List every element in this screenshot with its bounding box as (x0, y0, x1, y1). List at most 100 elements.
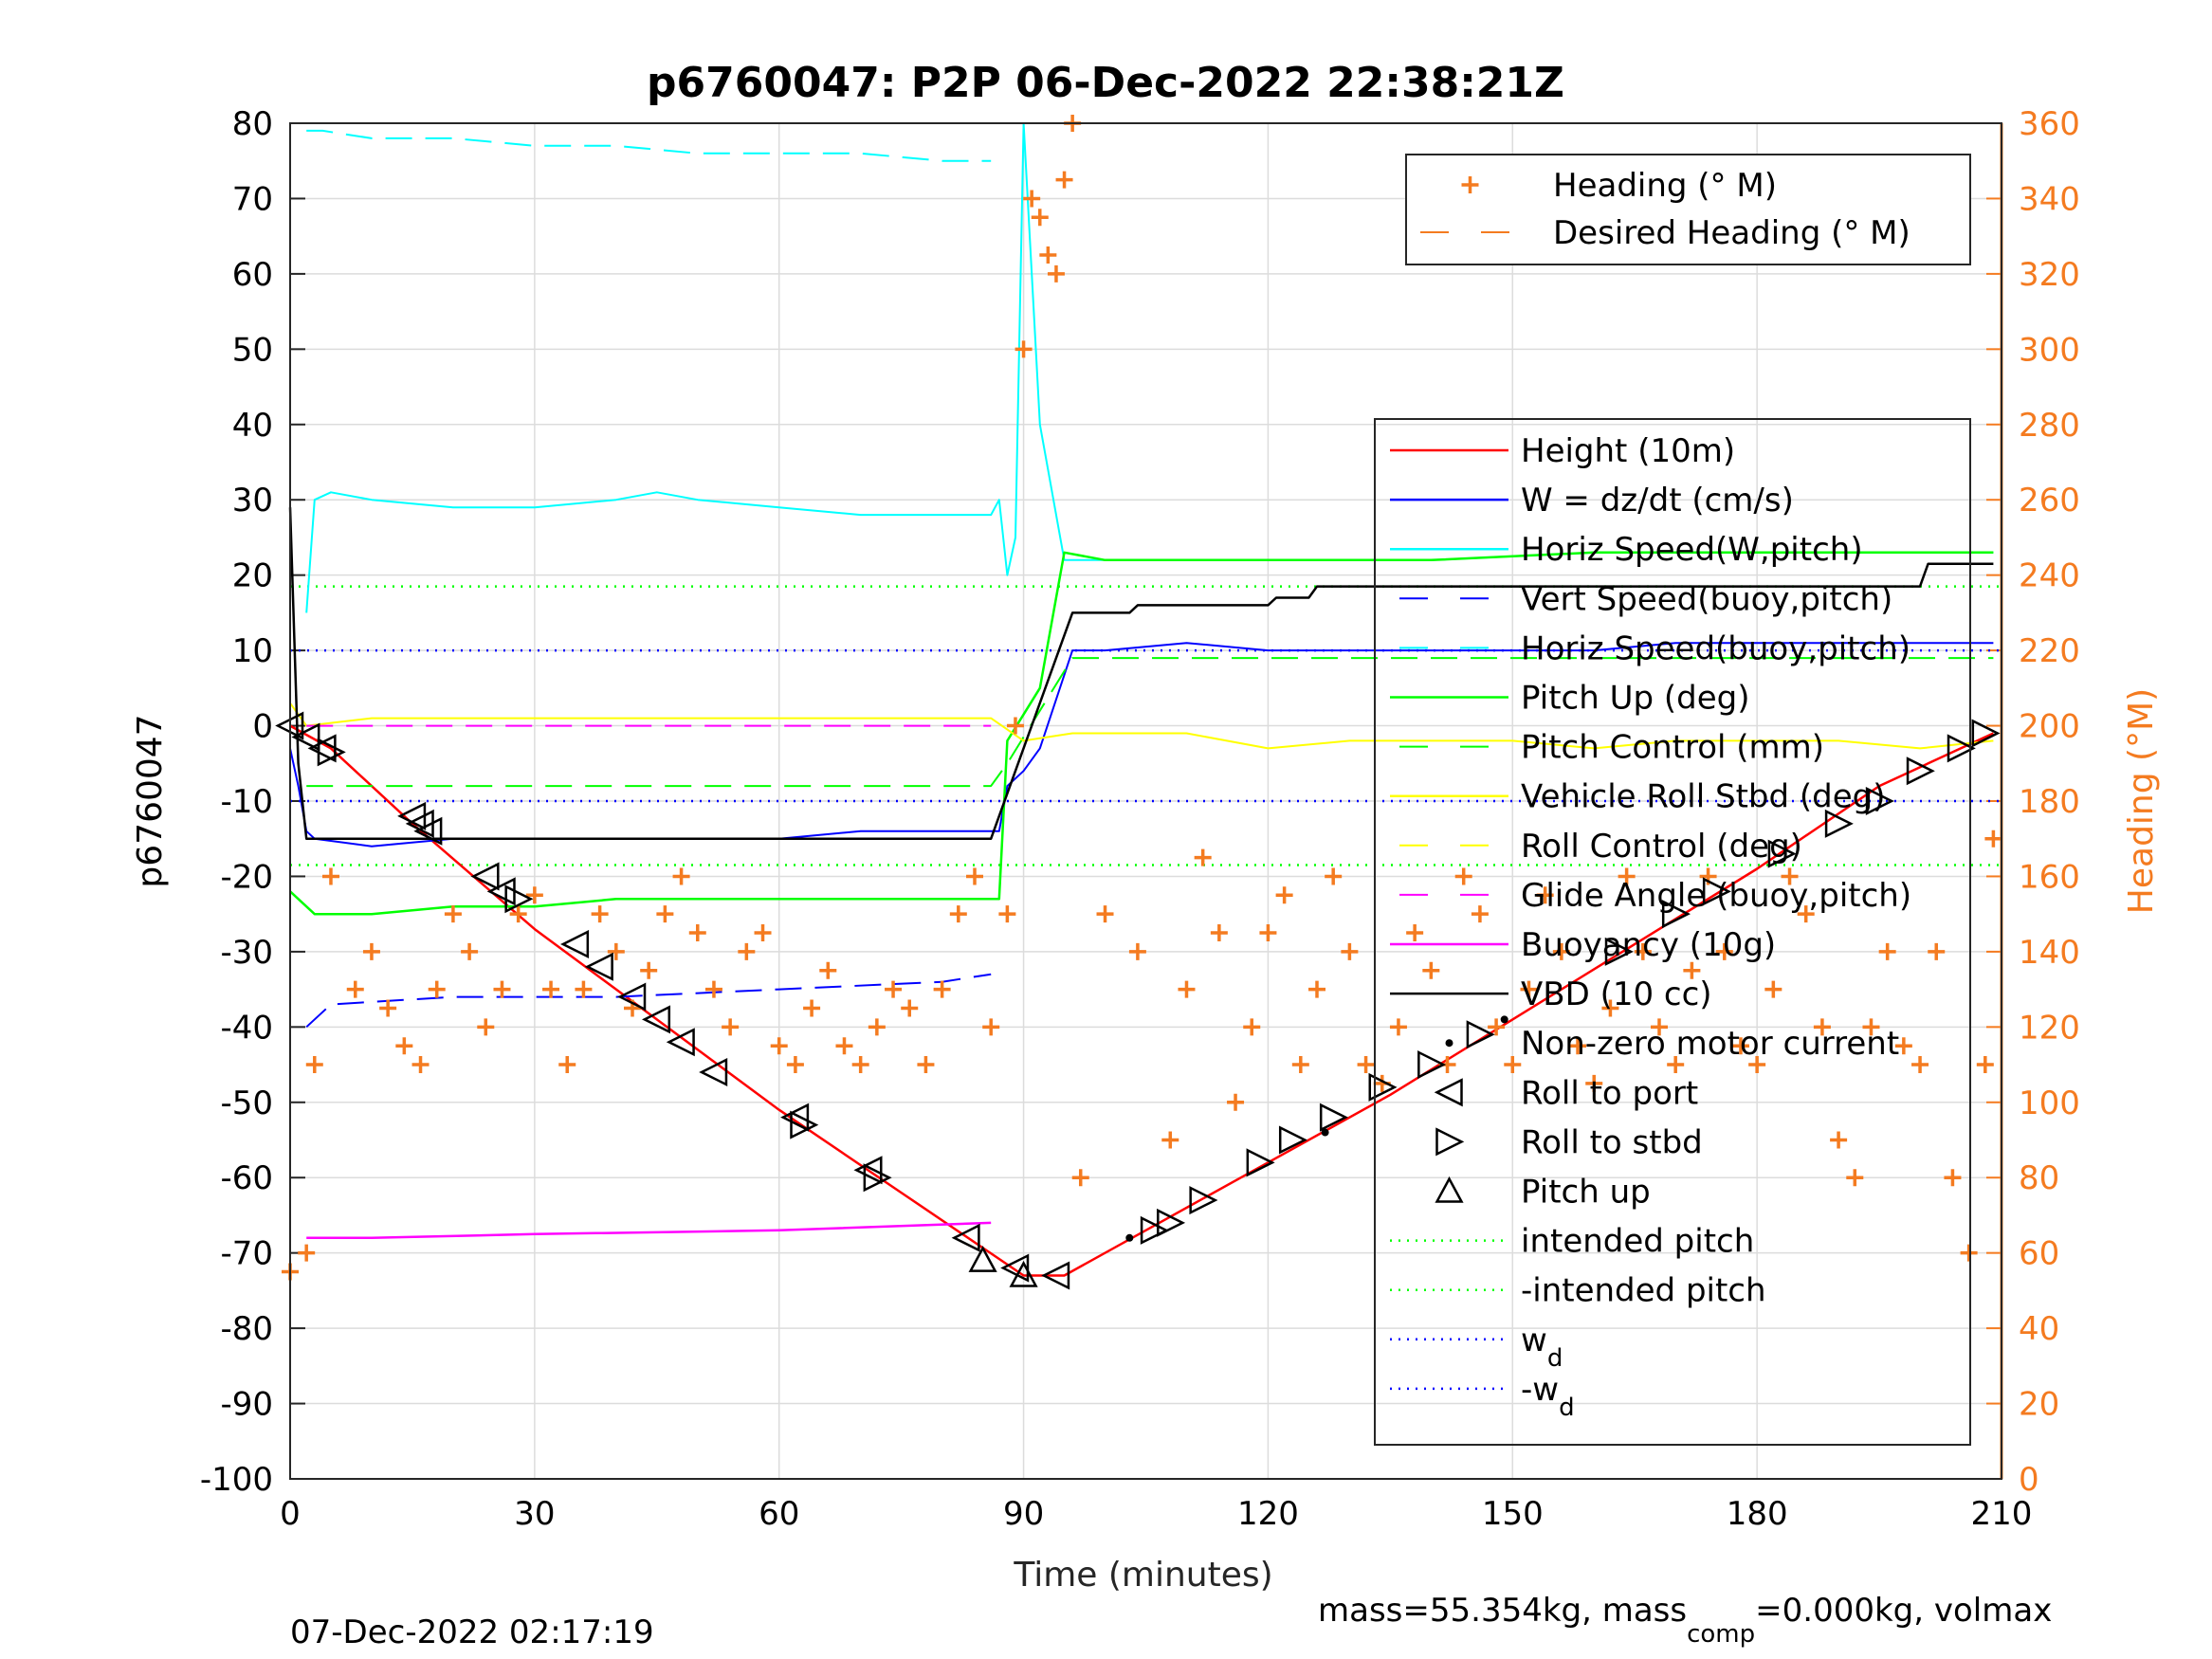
heading-point (786, 1056, 804, 1074)
right-tick-label: 160 (2019, 858, 2080, 896)
right-tick-label: 220 (2019, 632, 2080, 670)
right-tick-label: 0 (2019, 1461, 2039, 1499)
heading-point (321, 867, 339, 885)
heading-point (1731, 1037, 1749, 1055)
legend-label-text: Glide Angle (buoy,pitch) (1521, 877, 1911, 915)
x-tick-label: 90 (1003, 1495, 1044, 1533)
legend-label-text: Pitch Control (mm) (1521, 729, 1824, 767)
series-vbd-10-cc (288, 507, 1994, 840)
y-tick-label: -40 (220, 1009, 273, 1047)
roll-to-stbd-marker (1824, 809, 1854, 838)
y-tick-label: 50 (232, 331, 273, 369)
heading-point (1259, 924, 1277, 942)
roll-to-port-marker (1000, 1253, 1030, 1283)
x-axis-label: Time (minutes) (1013, 1556, 1272, 1595)
heading-point (1389, 1018, 1407, 1036)
right-tick-label: 80 (2019, 1159, 2059, 1197)
footer-mass-sub: comp (1687, 1620, 1755, 1649)
footer-timestamp: 07-Dec-2022 02:17:19 (290, 1613, 654, 1651)
legend-label: W = dz/dt (cm/s) (1521, 482, 1794, 520)
legend-entry-vbd-10-cc: VBD (10 cc) (1390, 975, 1712, 1013)
heading-point (1194, 848, 1212, 866)
legend-heading-box (1405, 154, 1971, 265)
legend-swatch (1435, 1127, 1465, 1157)
legend-label: Roll Control (deg) (1521, 828, 1802, 866)
heading-point (411, 1056, 430, 1074)
roll-to-stbd-marker (1466, 1020, 1495, 1049)
heading-point (1911, 1056, 1929, 1074)
heading-point (722, 1018, 740, 1036)
legend-label-text: VBD (10 cc) (1521, 975, 1712, 1013)
heading-point (477, 1018, 495, 1036)
y-tick-label: -60 (220, 1159, 273, 1197)
heading-point (542, 980, 560, 998)
y-tick-label: -20 (220, 858, 273, 896)
legend-entry-non-zero-motor-current: Non-zero motor current (1445, 1025, 1899, 1063)
legend-main: Height (10m) W = dz/dt (cm/s) Horiz Speed(… (1374, 418, 1971, 1446)
roll-to-port-marker (291, 722, 320, 752)
heading-point (949, 905, 967, 923)
heading-point (998, 905, 1016, 923)
legend-entry-vert-speed-buoy-pitch: Vert Speed(buoy,pitch) (1390, 580, 1892, 618)
roll-to-stbd-marker (1767, 839, 1797, 868)
legend-swatch (1445, 1039, 1453, 1048)
heading-point (901, 999, 919, 1017)
chart-title: p6760047: P2P 06-Dec-2022 22:38:21Z (647, 59, 1564, 107)
right-tick-label: 40 (2019, 1310, 2059, 1348)
plot-frame (289, 122, 2002, 1480)
heading-point (1683, 961, 1701, 979)
heading-point (1488, 1018, 1506, 1036)
y-tick-labels: 80 70 60 50 40 30 20 10 0 -10 -20 -30 -40 -50 -60 -70 -8… (200, 105, 273, 1499)
legend-entry-buoyancy-10g: Buoyancy (10g) (1390, 926, 1776, 964)
series-buoyancy-10g (306, 1221, 992, 1240)
legend-entry-roll-to-stbd: Roll to stbd (1435, 1123, 1703, 1161)
heading-point (1667, 1056, 1685, 1074)
legend-label-text: Horiz Speed(W,pitch) (1521, 531, 1863, 569)
roll-to-port-marker (951, 1223, 980, 1252)
x-tick-label: 210 (1971, 1495, 2033, 1533)
legend-entry-horiz-speed-buoy-pitch: Horiz Speed(buoy,pitch) (1390, 629, 1910, 667)
right-tick-label: 340 (2019, 180, 2080, 218)
motor-current-dot (1500, 1015, 1508, 1024)
right-tick-label: 100 (2019, 1085, 2080, 1122)
heading-point (885, 980, 903, 998)
right-tick-label: 120 (2019, 1009, 2080, 1047)
heading-point (346, 980, 364, 998)
x-tick-label: 60 (759, 1495, 799, 1533)
roll-to-stbd-marker (1246, 1148, 1275, 1177)
heading-point (1308, 980, 1325, 998)
roll-to-stbd-marker (1368, 1072, 1398, 1102)
heading-point (1894, 1037, 1912, 1055)
x-tick-label: 180 (1727, 1495, 1788, 1533)
heading-point (1243, 1018, 1261, 1036)
heading-point (1406, 924, 1424, 942)
heading-point (1039, 246, 1057, 264)
legend-entry-desired-heading-m: Desired Heading (° M) (1411, 214, 1910, 252)
legend-entry-glide-angle-buoy-pitch: Glide Angle (buoy,pitch) (1390, 877, 1911, 915)
right-tick-label: 320 (2019, 256, 2080, 294)
heading-point (851, 1056, 869, 1074)
legend-label: Glide Angle (buoy,pitch) (1521, 877, 1911, 915)
legend-label-sub: d (1559, 1394, 1575, 1422)
legend-label: Pitch up (1521, 1174, 1651, 1212)
legend-entry-heading-m: Heading (° M) (1461, 167, 1777, 205)
legend-label-text: w (1521, 1322, 1547, 1359)
y-tick-label: 70 (232, 180, 273, 218)
heading-point (575, 980, 593, 998)
heading-point (1325, 867, 1343, 885)
right-tick-label: 200 (2019, 708, 2080, 746)
heading-point (1601, 999, 1619, 1017)
heading-point (1928, 942, 1946, 960)
heading-point (738, 942, 756, 960)
legend-entry-w-dz-dt-cm-s: W = dz/dt (cm/s) (1390, 482, 1794, 520)
heading-point (770, 1037, 788, 1055)
legend-entry-w-d: -wd (1390, 1371, 1575, 1422)
heading-point (1813, 1018, 1831, 1036)
heading-point (444, 905, 462, 923)
footer-mass-suffix: =0.000kg, volmax (1755, 1592, 2052, 1630)
heading-point (1764, 980, 1782, 998)
right-tick-label: 20 (2019, 1386, 2059, 1424)
legend-label: wd (1521, 1322, 1563, 1373)
x-tick-label: 0 (280, 1495, 301, 1533)
legend-label-text: Buoyancy (10g) (1521, 926, 1776, 964)
